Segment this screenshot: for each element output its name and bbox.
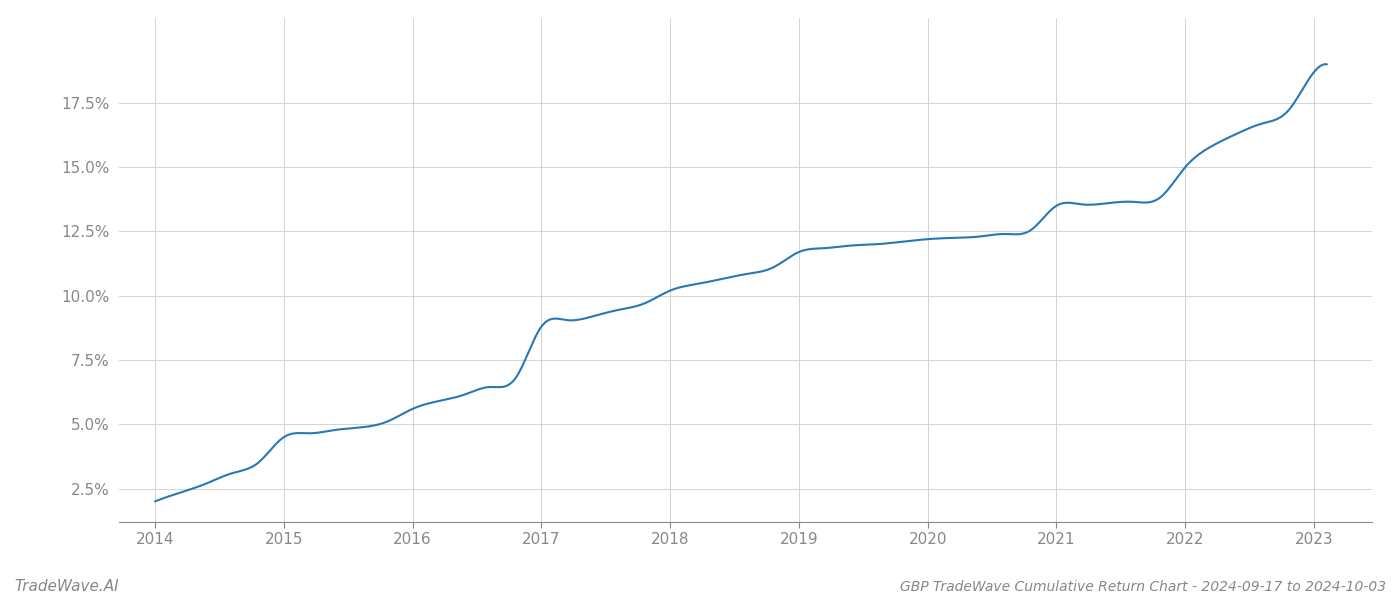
Text: TradeWave.AI: TradeWave.AI: [14, 579, 119, 594]
Text: GBP TradeWave Cumulative Return Chart - 2024-09-17 to 2024-10-03: GBP TradeWave Cumulative Return Chart - …: [900, 580, 1386, 594]
